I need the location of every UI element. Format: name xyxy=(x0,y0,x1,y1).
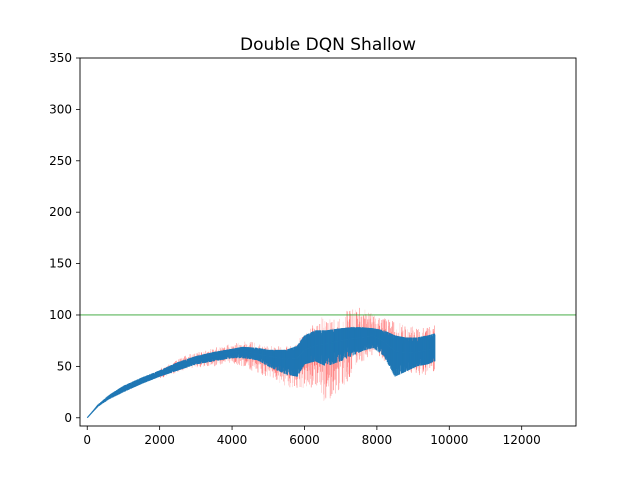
x-tick-label: 6000 xyxy=(289,433,320,447)
x-tick-label: 0 xyxy=(83,433,91,447)
y-tick-label: 350 xyxy=(49,51,72,65)
y-tick-label: 200 xyxy=(49,205,72,219)
chart-title: Double DQN Shallow xyxy=(240,35,416,55)
y-tick-label: 100 xyxy=(49,308,72,322)
plot-area: 0 2000 4000 6000 8000 10000 12000 0 50 100 150 200 2… xyxy=(49,51,577,447)
x-tick-label: 12000 xyxy=(503,433,541,447)
x-tick-label: 2000 xyxy=(144,433,175,447)
x-tick-label: 8000 xyxy=(362,433,393,447)
axes-frame xyxy=(79,57,577,427)
x-tick-label: 4000 xyxy=(217,433,248,447)
mean-series xyxy=(86,327,436,419)
y-tick-label: 250 xyxy=(49,154,72,168)
y-tick-label: 300 xyxy=(49,102,72,116)
y-tick-label: 150 xyxy=(49,257,72,271)
y-tick-label: 50 xyxy=(57,359,72,373)
x-tick-label: 10000 xyxy=(430,433,468,447)
y-tick-label: 0 xyxy=(64,411,72,425)
mean-line xyxy=(86,335,435,419)
